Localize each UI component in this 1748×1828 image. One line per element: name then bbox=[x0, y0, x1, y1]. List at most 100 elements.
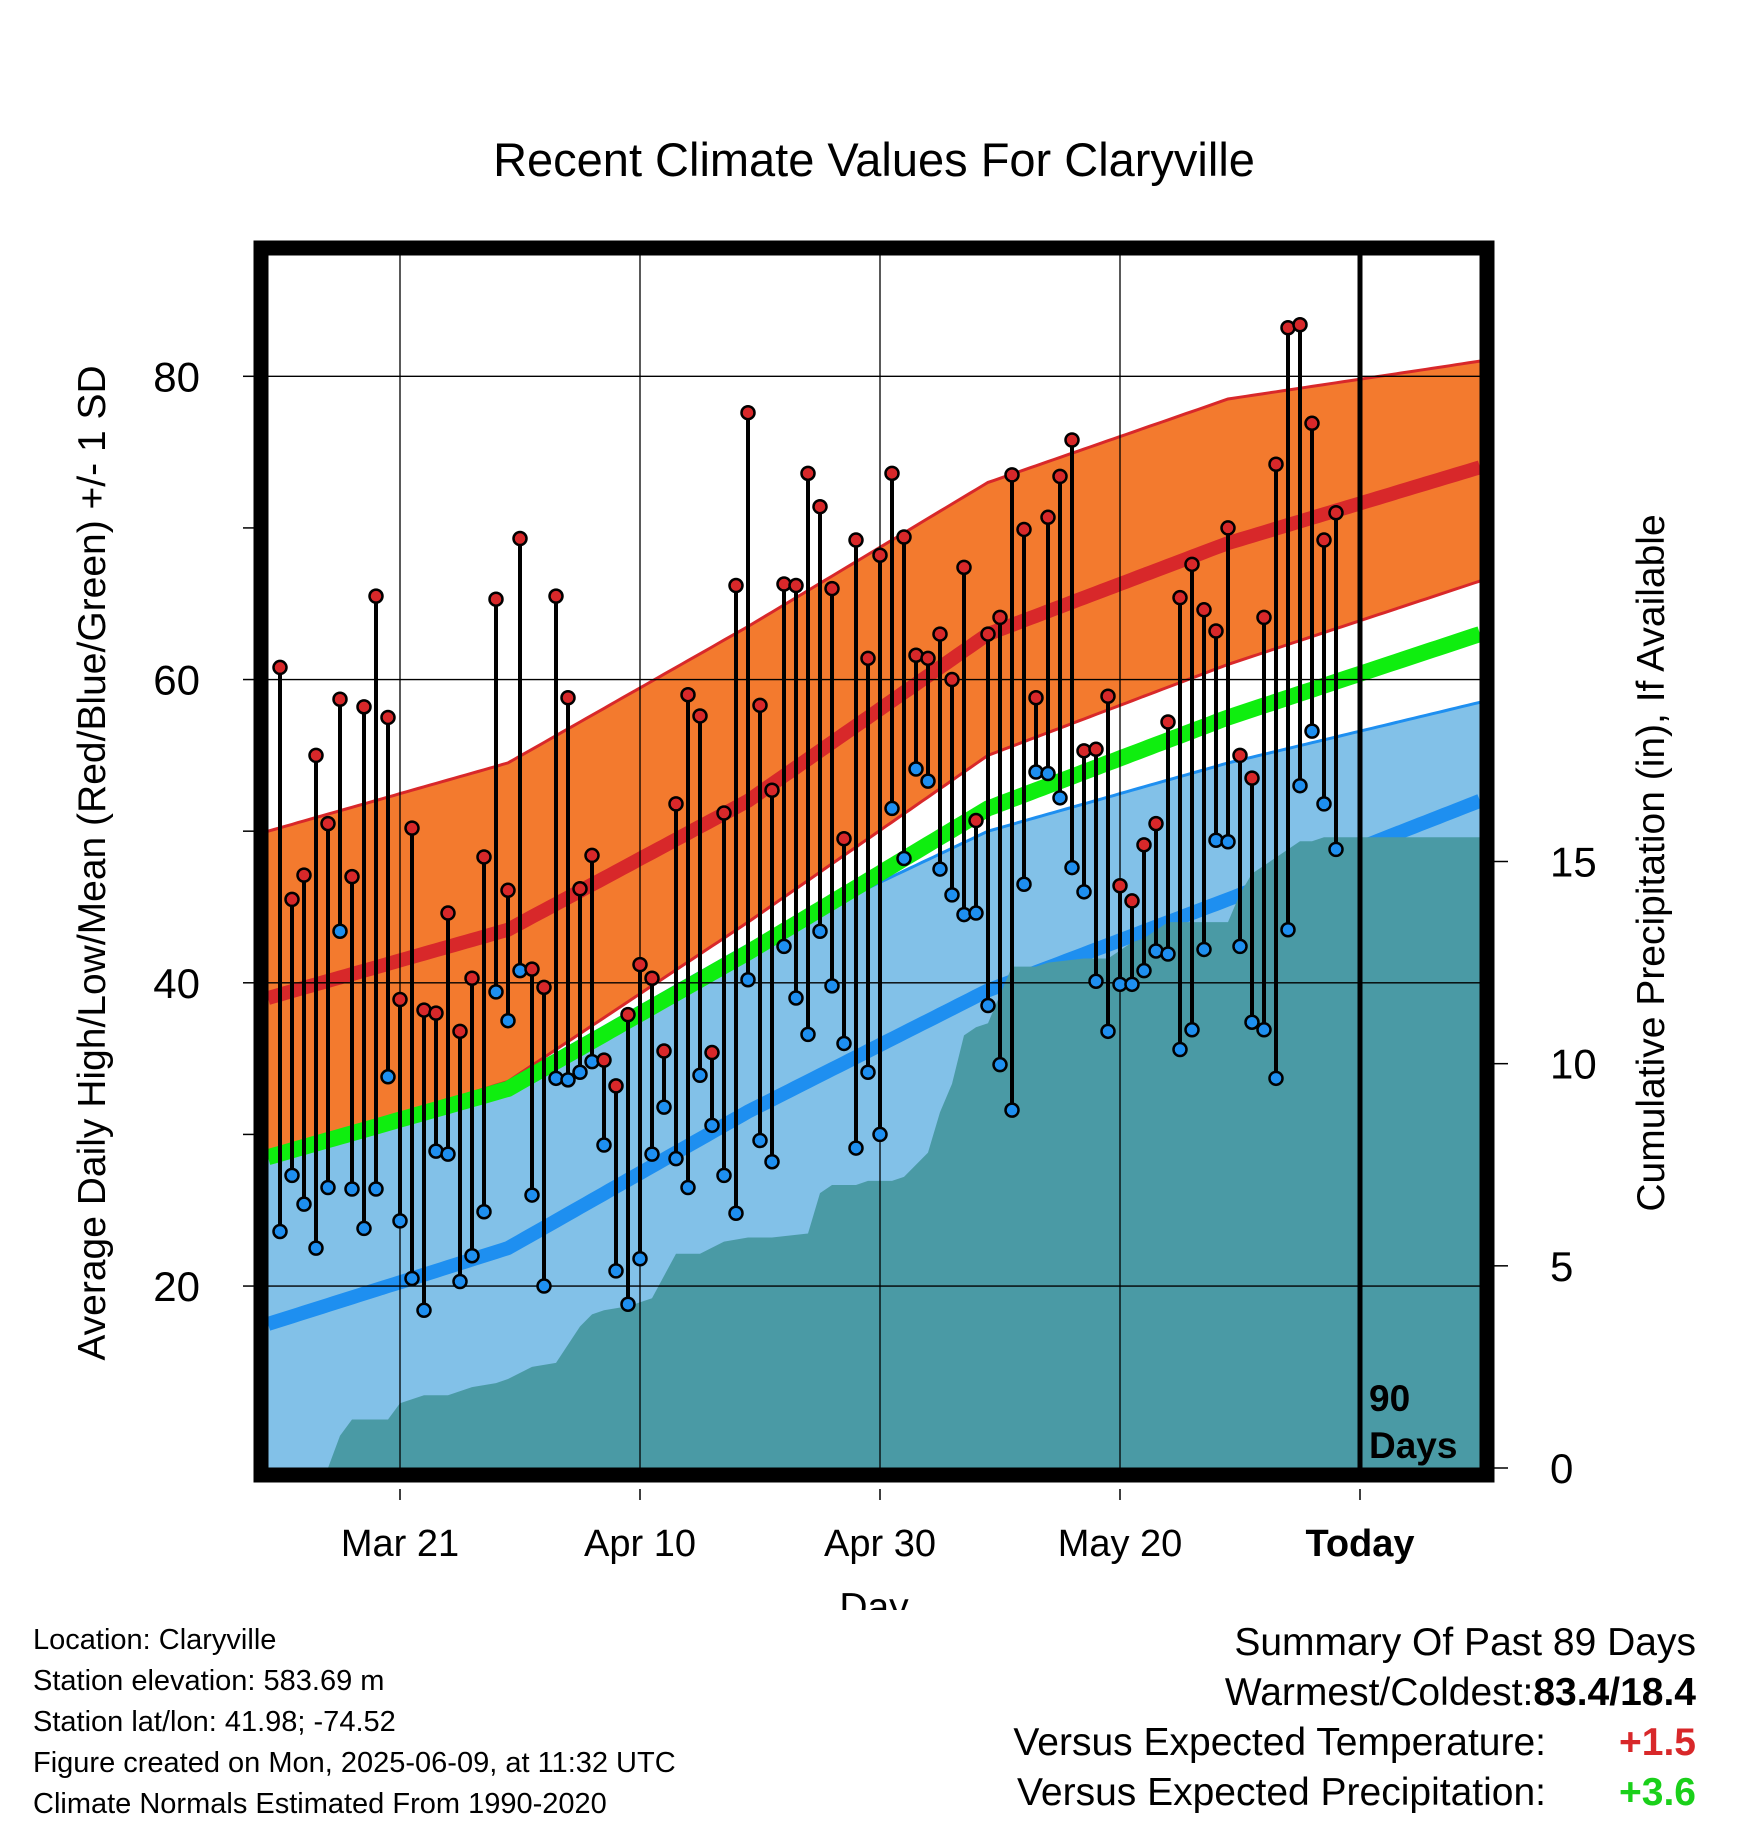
daily-low-point bbox=[308, 1240, 324, 1256]
daily-low-point bbox=[1040, 765, 1056, 782]
daily-low-point bbox=[500, 1012, 516, 1029]
daily-low-point bbox=[272, 1223, 288, 1240]
daily-high-point bbox=[308, 747, 324, 764]
created-line: Figure created on Mon, 2025-06-09, at 11… bbox=[33, 1747, 676, 1779]
daily-high-point bbox=[572, 881, 588, 897]
station-info: Location: Claryville Station elevation: … bbox=[33, 1620, 676, 1825]
daily-low-point bbox=[872, 1126, 888, 1143]
daily-high-point bbox=[392, 991, 408, 1008]
daily-high-point bbox=[452, 1023, 468, 1040]
daily-low-point bbox=[860, 1064, 876, 1081]
daily-low-point bbox=[1172, 1041, 1188, 1058]
daily-high-point bbox=[476, 849, 492, 865]
daily-high-point bbox=[1028, 689, 1044, 706]
daily-low-point bbox=[1256, 1022, 1272, 1038]
daily-high-point bbox=[1040, 509, 1056, 526]
daily-high-point bbox=[1328, 505, 1344, 521]
chart-title: Recent Climate Values For Claryville bbox=[493, 133, 1255, 186]
daily-high-point bbox=[884, 465, 900, 482]
daily-low-point bbox=[1064, 859, 1080, 876]
temp-deviation-value: +1.5 bbox=[1619, 1721, 1696, 1764]
daily-low-point bbox=[368, 1181, 384, 1197]
daily-low-point bbox=[1268, 1070, 1284, 1087]
daily-low-point bbox=[920, 773, 936, 789]
daily-high-point bbox=[548, 588, 564, 604]
daily-low-point bbox=[692, 1067, 708, 1084]
climate-chart: 90 Days 20 40 60 80 0 5 10 15 Mar 21 Apr 10 Apr 30 M… bbox=[71, 240, 1673, 1610]
daily-low-point bbox=[416, 1302, 432, 1319]
daily-low-point bbox=[296, 1196, 312, 1212]
daily-high-point bbox=[512, 530, 528, 547]
daily-high-point bbox=[320, 815, 336, 832]
today-marker-label: 90 bbox=[1369, 1378, 1410, 1419]
daily-high-point bbox=[524, 961, 540, 977]
y-axis-title-left: Average Daily High/Low/Mean (Red/Blue/Gr… bbox=[71, 365, 114, 1360]
daily-high-point bbox=[500, 882, 516, 899]
daily-high-point bbox=[1220, 520, 1236, 536]
daily-high-point bbox=[932, 626, 948, 642]
daily-high-point bbox=[1112, 878, 1128, 894]
daily-low-point bbox=[1220, 834, 1236, 850]
daily-low-point bbox=[788, 990, 804, 1006]
daily-low-point bbox=[560, 1072, 576, 1088]
x-tick-label: Mar 21 bbox=[341, 1523, 459, 1565]
warm-cold-value: 83.4/18.4 bbox=[1533, 1671, 1696, 1714]
daily-low-point bbox=[1052, 790, 1068, 806]
daily-high-point bbox=[1244, 770, 1260, 786]
daily-low-point bbox=[476, 1204, 492, 1220]
daily-low-point bbox=[668, 1150, 684, 1167]
daily-low-point bbox=[596, 1137, 612, 1153]
daily-high-point bbox=[596, 1052, 612, 1068]
daily-low-point bbox=[1196, 941, 1212, 958]
daily-low-point bbox=[392, 1213, 408, 1229]
daily-high-point bbox=[944, 671, 960, 688]
daily-high-point bbox=[848, 532, 864, 548]
daily-high-point bbox=[464, 970, 480, 987]
daily-low-point bbox=[356, 1220, 372, 1237]
daily-low-point bbox=[1160, 946, 1176, 962]
daily-low-point bbox=[1184, 1022, 1200, 1038]
daily-low-point bbox=[752, 1132, 768, 1149]
daily-high-point bbox=[716, 805, 732, 821]
daily-low-point bbox=[1076, 884, 1092, 900]
daily-high-point bbox=[788, 577, 804, 594]
latlon-line: Station lat/lon: 41.98; -74.52 bbox=[33, 1706, 396, 1738]
daily-low-point bbox=[1004, 1102, 1020, 1118]
daily-high-point bbox=[692, 708, 708, 724]
y-tick-label-right: 5 bbox=[1550, 1243, 1573, 1290]
daily-high-point bbox=[632, 956, 648, 973]
daily-low-point bbox=[680, 1179, 696, 1196]
daily-low-point bbox=[1292, 777, 1308, 794]
daily-high-point bbox=[440, 905, 456, 921]
daily-low-point bbox=[524, 1187, 540, 1203]
daily-low-point bbox=[440, 1146, 456, 1162]
daily-high-point bbox=[680, 686, 696, 703]
daily-high-point bbox=[800, 465, 816, 482]
precip-deviation-value: +3.6 bbox=[1619, 1771, 1696, 1814]
daily-low-point bbox=[404, 1270, 420, 1287]
daily-low-point bbox=[464, 1247, 480, 1264]
x-axis-title: Day bbox=[839, 1586, 909, 1610]
daily-low-point bbox=[488, 984, 504, 1000]
daily-high-point bbox=[740, 404, 756, 421]
daily-high-point bbox=[920, 650, 936, 667]
daily-high-point bbox=[1124, 893, 1140, 909]
normal-low-sd-band bbox=[268, 702, 1480, 1468]
daily-low-point bbox=[320, 1179, 336, 1196]
daily-low-point bbox=[332, 923, 348, 939]
daily-high-point bbox=[728, 577, 744, 594]
daily-high-point bbox=[1172, 589, 1188, 606]
daily-low-point bbox=[800, 1026, 816, 1043]
daily-low-point bbox=[608, 1263, 624, 1279]
daily-high-point bbox=[488, 591, 504, 607]
daily-high-point bbox=[296, 867, 312, 883]
daily-low-point bbox=[980, 997, 996, 1014]
daily-high-point bbox=[608, 1078, 624, 1094]
y-tick-label-left: 20 bbox=[153, 1263, 200, 1310]
daily-low-point bbox=[992, 1056, 1008, 1073]
y-tick-label-left: 60 bbox=[153, 657, 200, 704]
daily-low-point bbox=[896, 850, 912, 867]
daily-low-point bbox=[1088, 973, 1104, 990]
daily-low-point bbox=[1136, 962, 1152, 979]
daily-high-point bbox=[404, 820, 420, 836]
